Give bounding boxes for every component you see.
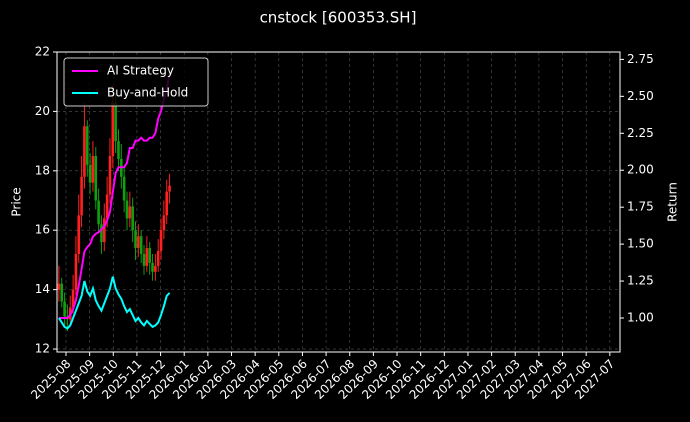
candle-body — [85, 126, 89, 165]
candle-body — [128, 206, 132, 219]
y-tick-label: 20 — [35, 104, 50, 118]
candle-body — [156, 251, 160, 266]
candle-body — [168, 185, 171, 192]
y-tick-label: 18 — [35, 163, 50, 177]
candle-body — [154, 265, 157, 272]
legend-frame — [63, 57, 209, 107]
plot-frame — [56, 51, 621, 353]
candle-body — [125, 200, 129, 219]
chart-title: cnstock [600353.SH] — [260, 9, 417, 27]
candle-body — [83, 126, 86, 177]
candle-body — [151, 262, 154, 272]
candle-body — [162, 215, 166, 231]
y2-tick-label: 1.00 — [627, 311, 654, 325]
candle-body — [108, 155, 112, 195]
y2-tick-label: 1.25 — [627, 274, 654, 288]
candle-body — [134, 230, 137, 249]
y2-tick-label: 1.75 — [627, 200, 654, 214]
candle-body — [137, 236, 140, 249]
candle-body — [91, 155, 95, 183]
return-line — [58, 276, 171, 330]
candle-body — [122, 176, 126, 201]
y2-tick-label: 2.25 — [627, 126, 654, 140]
candle-body — [94, 155, 98, 201]
return-line — [58, 73, 171, 320]
y2-tick-label: 2.00 — [627, 163, 654, 177]
candle-body — [57, 283, 61, 290]
y-tick-label: 12 — [35, 342, 50, 356]
y-axis-label: Price — [10, 187, 24, 216]
candle-body — [114, 102, 117, 142]
candle-body — [77, 215, 81, 254]
candle-body — [80, 176, 83, 216]
y2-tick-label: 1.50 — [627, 237, 654, 251]
candle-body — [74, 253, 78, 290]
legend-label: Buy-and-Hold — [107, 86, 188, 100]
candle-body — [148, 248, 151, 263]
y-tick-label: 14 — [35, 282, 50, 296]
candle-body — [97, 200, 100, 225]
candle-body — [63, 301, 66, 317]
legend-label: AI Strategy — [107, 64, 174, 78]
candle-body — [142, 253, 146, 266]
candle-body — [165, 191, 169, 216]
candle-body — [105, 194, 109, 219]
candle-body — [88, 164, 92, 183]
candle-body — [117, 141, 120, 159]
candle-body — [145, 248, 149, 266]
candle-body — [139, 236, 143, 254]
candle-body — [159, 230, 163, 252]
candle-body — [102, 218, 106, 243]
candle-body — [60, 283, 64, 302]
candle-body — [71, 289, 75, 308]
y2-tick-label: 2.75 — [627, 52, 654, 66]
y2-tick-label: 2.50 — [627, 89, 654, 103]
y-tick-label: 16 — [35, 223, 50, 237]
candle-body — [100, 224, 103, 243]
candle-body — [111, 102, 115, 156]
candle-body — [131, 206, 134, 231]
y2-axis-label: Return — [666, 182, 680, 222]
y-tick-label: 22 — [35, 45, 50, 59]
